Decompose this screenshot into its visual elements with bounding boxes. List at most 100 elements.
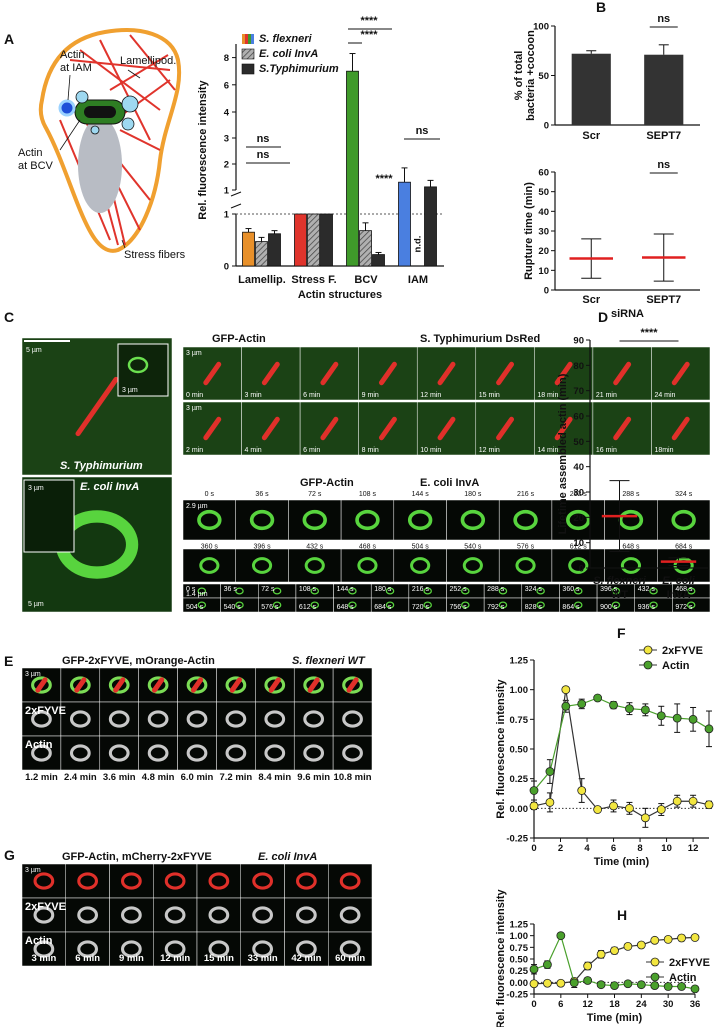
panel-title: GFP-Actin, mCherry-2xFYVE	[62, 851, 212, 863]
strip-title: GFP-Actin	[212, 333, 266, 345]
y-tick-label: 0.00	[510, 804, 529, 815]
ring-signal	[568, 557, 589, 574]
y-tick-label: 40	[538, 207, 549, 218]
micrograph	[340, 499, 395, 541]
y-tick-label: 1.25	[510, 920, 529, 931]
time-label: 4.8 min	[142, 772, 175, 783]
significance-label: ****	[360, 15, 378, 27]
time-label: 288 s	[622, 491, 640, 498]
ring-signal	[272, 587, 282, 595]
bar	[398, 181, 411, 267]
scale-bar-label: 3 µm	[186, 350, 202, 357]
y-tick-label: 0.75	[510, 715, 529, 726]
x-axis-label: Actin structures	[298, 289, 382, 301]
data-point	[688, 796, 698, 806]
ring-signal	[108, 676, 130, 694]
time-label: 8.4 min	[258, 772, 291, 783]
x-axis-label: siRNA	[611, 308, 644, 320]
data-point	[561, 701, 571, 711]
time-label: 468 s	[359, 544, 377, 551]
micrograph	[284, 863, 329, 899]
row-label: Actin	[25, 739, 53, 751]
ring-signal	[618, 509, 644, 531]
y-tick-label: 80	[573, 361, 584, 372]
legend-swatch	[242, 34, 245, 44]
scale-bar-label: 3 µm	[25, 867, 41, 874]
legend-label: 2xFYVE	[669, 957, 710, 969]
bacterium	[190, 677, 204, 693]
time-label: 684 s	[374, 604, 392, 611]
series-line	[533, 689, 710, 819]
ring-signal	[225, 676, 247, 694]
micrograph	[604, 548, 658, 583]
time-label: 432 s	[638, 586, 656, 593]
data-point	[690, 984, 700, 994]
y-axis-label: Rupture time (min)	[523, 182, 535, 280]
ring-signal	[295, 940, 317, 958]
scale-bar-label: 3 µm	[122, 387, 138, 394]
bacterium	[229, 677, 243, 693]
time-label: 72 s	[308, 491, 322, 498]
time-label: 108 s	[299, 586, 317, 593]
time-label: 9.6 min	[297, 772, 330, 783]
time-label: 18min	[654, 447, 673, 454]
data-point	[529, 801, 539, 811]
y-tick-label: 3	[224, 134, 229, 145]
x-tick-label: 2	[558, 843, 563, 854]
y-tick-label: 0	[544, 286, 549, 297]
data-point	[529, 964, 539, 974]
y-axis-label: Lifetime assembled actin (min)	[557, 373, 569, 534]
legend-swatch	[241, 48, 255, 60]
micrograph	[340, 548, 395, 583]
ring-signal	[127, 356, 149, 374]
micrograph	[288, 548, 342, 583]
time-label: 7.2 min	[220, 772, 253, 783]
panel-label: A	[4, 31, 14, 47]
time-label: 540 s	[224, 604, 242, 611]
ring-signal	[295, 906, 317, 924]
scale-bar-label: 3 µm	[28, 485, 44, 492]
x-tick-label: 36	[690, 999, 701, 1010]
micrograph	[328, 931, 373, 967]
micrograph	[446, 548, 500, 583]
schematic-label: Stress fibers	[124, 249, 186, 261]
time-label: 180 s	[374, 586, 392, 593]
time-label: 24 min	[654, 392, 675, 399]
ring-signal	[348, 587, 357, 595]
x-tick-label: Scr	[582, 130, 600, 142]
ring-signal	[339, 906, 361, 924]
strip-title: S. Typhimurium DsRed	[420, 333, 540, 345]
ring-signal	[515, 557, 536, 574]
time-label: 360 s	[201, 544, 219, 551]
x-tick-label: BCV	[354, 274, 378, 286]
data-point	[688, 714, 698, 724]
micrograph	[551, 499, 605, 541]
time-label: 21 min	[596, 392, 617, 399]
data-point	[593, 693, 603, 703]
micrograph	[255, 701, 295, 737]
time-label: 0 s	[205, 491, 215, 498]
data-point	[543, 978, 552, 988]
panel-label: G	[4, 847, 15, 863]
y-tick-label: 0	[224, 262, 229, 273]
ring-signal	[197, 509, 222, 531]
time-label: 360 s	[562, 586, 580, 593]
axis-break	[230, 191, 242, 197]
y-tick-label: 50	[538, 71, 549, 82]
time-label: 72 s	[261, 586, 275, 593]
ring-signal	[264, 744, 286, 762]
bacterium	[437, 416, 456, 441]
data-point	[583, 976, 593, 985]
ring-signal	[147, 710, 169, 728]
legend-marker	[643, 660, 653, 670]
data-point	[625, 803, 634, 813]
ring-signal	[31, 710, 52, 728]
micrograph	[240, 863, 285, 899]
micrograph	[138, 701, 178, 737]
ring-signal	[69, 710, 91, 728]
bar	[255, 241, 268, 267]
ring-signal	[252, 940, 274, 958]
bacterium	[151, 677, 165, 693]
time-label: 14 min	[537, 447, 558, 454]
